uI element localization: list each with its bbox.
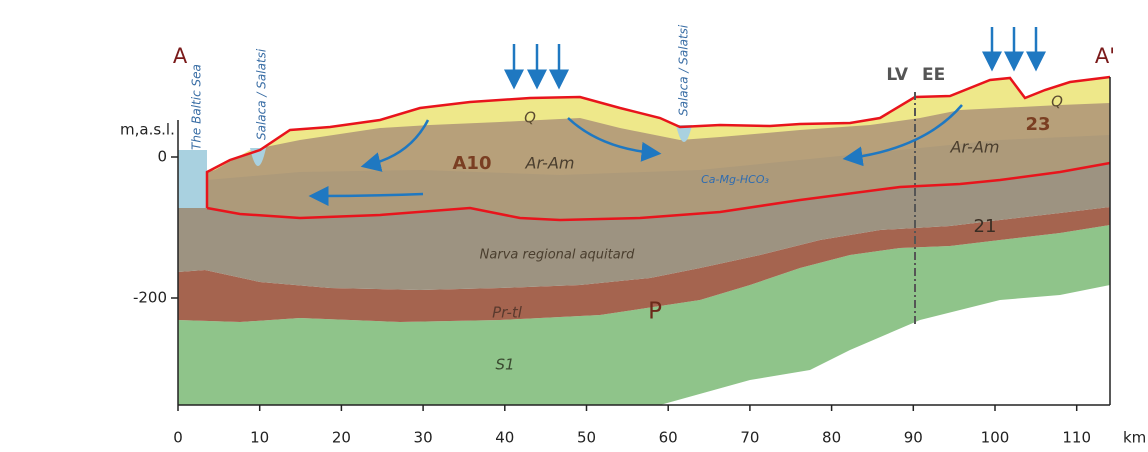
x-tick-label: 70 <box>740 429 759 447</box>
x-tick-label: 110 <box>1062 429 1091 447</box>
x-tick-label: 90 <box>904 429 923 447</box>
x-tick-label: 10 <box>250 429 269 447</box>
layer-label: 21 <box>974 216 997 237</box>
sea-label: The Baltic Sea <box>190 64 204 150</box>
layer-label: 23 <box>1025 114 1050 135</box>
x-tick-label: 60 <box>659 429 678 447</box>
layer-label: Pr-tl <box>492 304 523 322</box>
x-tick-label: 30 <box>414 429 433 447</box>
border-label: EE <box>922 65 945 85</box>
sea <box>178 150 207 208</box>
x-tick-label: 50 <box>577 429 596 447</box>
section-end: A' <box>1095 44 1115 68</box>
layer-label: P <box>648 299 662 325</box>
x-tick-label: 80 <box>822 429 841 447</box>
layer-label: Ca-Mg-HCO₃ <box>701 173 769 186</box>
layer-label: Ar-Am <box>525 154 575 173</box>
y-tick-label: 0 <box>157 148 167 166</box>
layer-label: Q <box>524 109 536 127</box>
x-axis-unit: km <box>1123 429 1146 447</box>
x-tick-label: 20 <box>332 429 351 447</box>
layer-label: Narva regional aquitard <box>480 248 635 263</box>
y-axis-label: m,a.s.l. <box>120 121 175 139</box>
cross-section: A A' The Baltic Sea Salaca / Salatsi Sal… <box>0 0 1148 452</box>
river-label: Salaca / Salatsi <box>255 48 269 140</box>
x-tick-label: 100 <box>981 429 1010 447</box>
layer-label: Ar-Am <box>950 138 1000 157</box>
y-tick-label: -200 <box>133 289 167 307</box>
x-tick-label: 0 <box>173 429 183 447</box>
x-tick-label: 40 <box>495 429 514 447</box>
border-label: LV <box>886 65 908 85</box>
layer-label: S1 <box>495 356 514 374</box>
section-end: A <box>173 44 188 68</box>
river-label: Salaca / Salatsi <box>677 24 691 116</box>
layer-label: Q <box>1051 93 1063 111</box>
layer-label: A10 <box>453 153 492 174</box>
